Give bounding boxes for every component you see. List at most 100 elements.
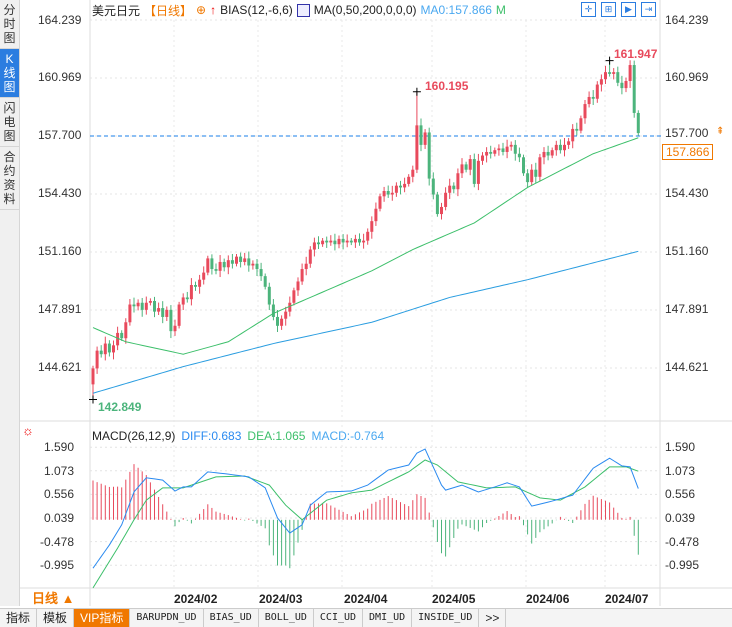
candle-body xyxy=(456,173,460,190)
candle-body xyxy=(337,238,341,245)
candle-body xyxy=(358,238,361,243)
tab-timeshare[interactable]: 分时图 xyxy=(0,0,19,49)
candle-body xyxy=(321,240,325,245)
tab-boll[interactable]: BOLL_UD xyxy=(259,609,314,627)
tab-contract-info[interactable]: 合约资料 xyxy=(0,147,19,210)
candle-body xyxy=(292,290,296,303)
date-label: 2024/04 xyxy=(344,592,388,606)
tab-indicators[interactable]: 指标 xyxy=(0,609,38,627)
date-label: 2024/05 xyxy=(432,592,476,606)
candle-body xyxy=(550,150,554,156)
candle-body xyxy=(448,185,452,193)
candle-body xyxy=(300,269,304,282)
period-selector[interactable]: 日线 ▲ xyxy=(32,591,75,606)
candle-body xyxy=(501,148,505,152)
candle-body xyxy=(370,221,374,232)
candle-body xyxy=(571,128,575,142)
candle-body xyxy=(325,240,329,243)
ma-chart-icon xyxy=(296,3,310,17)
tab-vip-indicators[interactable]: VIP指标 xyxy=(74,609,131,627)
tab-cci[interactable]: CCI_UD xyxy=(314,609,364,627)
macd-label-left: -0.995 xyxy=(40,558,75,572)
candle-body xyxy=(95,350,99,369)
zoom-range-icon[interactable]: ⊞ xyxy=(601,2,616,17)
candle-body xyxy=(341,238,345,243)
move-end-icon[interactable]: ⇥ xyxy=(641,2,656,17)
tab-templates[interactable]: 模板 xyxy=(37,609,75,627)
candle-body xyxy=(493,150,497,154)
candle-body xyxy=(153,300,156,312)
candle-body xyxy=(255,263,259,270)
price-label-left: 151.160 xyxy=(38,244,82,258)
candle-body xyxy=(116,332,120,346)
candle-body xyxy=(390,192,394,195)
price-marker-icon: ⇞ xyxy=(716,126,725,137)
candle-body xyxy=(210,258,214,270)
macd-label-left: -0.478 xyxy=(40,535,75,549)
candle-body xyxy=(284,311,288,319)
tab-bias[interactable]: BIAS_UD xyxy=(204,609,259,627)
more-tabs-button[interactable]: >> xyxy=(479,609,507,627)
candle-body xyxy=(304,263,308,270)
up-arrow-icon: ↑ xyxy=(210,3,217,17)
candle-body xyxy=(308,249,312,264)
macd-label-left: 0.556 xyxy=(44,487,75,501)
candle-body xyxy=(296,281,300,291)
m-flag: M xyxy=(495,3,506,17)
candle-body xyxy=(140,302,144,310)
candle-body xyxy=(522,157,525,174)
candle-body xyxy=(128,304,132,323)
candle-body xyxy=(505,146,509,152)
price-label-left: 144.621 xyxy=(38,360,82,374)
bias-indicator[interactable]: BIAS(12,-6,6) xyxy=(220,3,293,17)
candle-body xyxy=(513,144,517,154)
indicator-tab-bar: 指标 模板 VIP指标 BARUPDN_UD BIAS_UD BOLL_UD C… xyxy=(0,608,732,627)
price-label-right: 154.430 xyxy=(665,186,709,200)
macd-header: MACD(26,12,9) DIFF:0.683 DEA:1.065 MACD:… xyxy=(92,429,384,443)
crosshair-icon[interactable]: ✛ xyxy=(581,2,596,17)
candle-body xyxy=(538,157,542,177)
tab-barupdn[interactable]: BARUPDN_UD xyxy=(130,609,204,627)
macd-label-right: 1.073 xyxy=(665,464,696,478)
candle-body xyxy=(144,302,148,310)
view-sidebar: 分时图 K线图 闪电图 合约资料 xyxy=(0,0,20,606)
candle-body xyxy=(378,196,382,209)
play-icon[interactable]: ▶ xyxy=(621,2,636,17)
candle-body xyxy=(112,345,115,353)
candle-body xyxy=(386,190,390,195)
candle-body xyxy=(243,258,247,262)
candle-body xyxy=(489,151,493,154)
tab-inside[interactable]: INSIDE_UD xyxy=(412,609,480,627)
candle-body xyxy=(563,144,566,151)
candle-body xyxy=(595,84,599,99)
date-label: 2024/03 xyxy=(259,592,303,606)
candle-body xyxy=(583,104,587,119)
candle-body xyxy=(271,304,275,317)
candle-body xyxy=(91,368,95,385)
price-label-right: 160.969 xyxy=(665,70,709,84)
target-icon[interactable]: ⊕ xyxy=(196,3,207,17)
macd-label-left: 1.590 xyxy=(44,440,75,454)
candle-body xyxy=(259,269,263,277)
candle-body xyxy=(485,151,489,156)
indicator-settings-icon[interactable]: ☼ xyxy=(22,423,34,438)
ma50-line xyxy=(92,137,639,355)
tab-dmi[interactable]: DMI_UD xyxy=(363,609,413,627)
candle-body xyxy=(99,350,103,355)
candle-body xyxy=(415,125,419,170)
candle-body xyxy=(239,256,243,262)
tab-flash[interactable]: 闪电图 xyxy=(0,98,19,147)
ma-indicator[interactable]: MA(0,50,200,0,0,0) xyxy=(313,3,417,17)
candle-body xyxy=(235,256,238,264)
price-label-right: 164.239 xyxy=(665,13,709,27)
macd-title[interactable]: MACD(26,12,9) xyxy=(92,429,176,443)
candle-body xyxy=(206,258,210,273)
candle-body xyxy=(472,159,476,184)
tab-kline[interactable]: K线图 xyxy=(0,49,19,98)
candle-body xyxy=(542,151,546,158)
candle-body xyxy=(288,302,292,312)
candle-body xyxy=(579,118,583,131)
candle-body xyxy=(509,144,513,147)
candle-body xyxy=(263,276,267,287)
